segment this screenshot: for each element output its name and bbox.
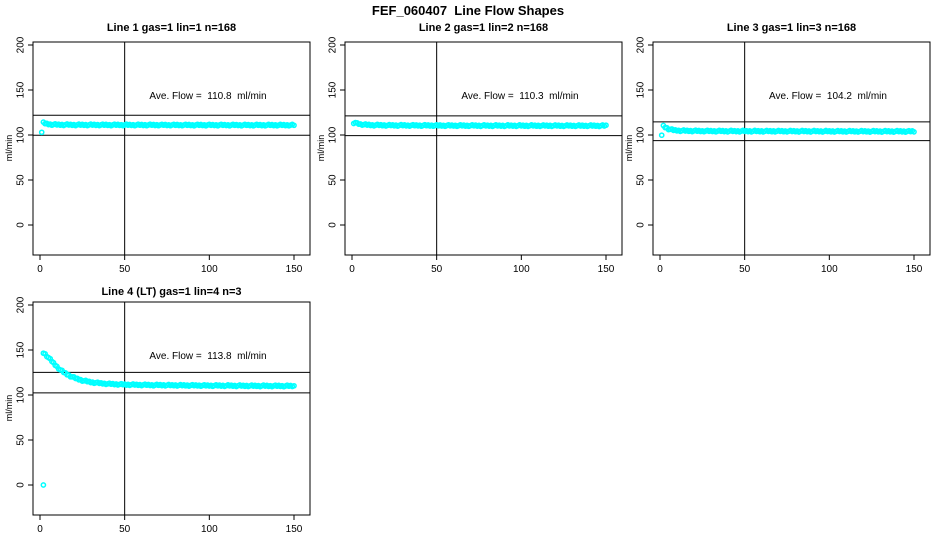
- plot-2: 0 50 100 150 0 50 100 150 200 Ave. Flow = 110.3 m…: [328, 36, 623, 275]
- y-tick-label: 100: [636, 126, 647, 143]
- x-tick-label: 50: [119, 264, 131, 275]
- x-tick-label: 100: [201, 524, 218, 535]
- x-axis-ticks: 0 50 100 150: [37, 515, 303, 535]
- plot-4: 0 50 100 150 0 50 100 150 200 Ave. Flow = 113.8 m…: [16, 296, 311, 535]
- x-tick-label: 100: [513, 264, 530, 275]
- x-axis-ticks: 0 50 100 150: [37, 255, 303, 275]
- x-tick-label: 100: [201, 264, 218, 275]
- data-points: [658, 122, 917, 139]
- plot-3: 0 50 100 150 0 50 100 150 200 Ave. Flow = 104.2 m…: [636, 36, 931, 275]
- y-tick-label: 50: [636, 174, 647, 186]
- data-point: [291, 122, 297, 129]
- subplot-1-title: Line 1 gas=1 lin=1 n=168: [106, 22, 237, 34]
- x-tick-label: 50: [739, 264, 751, 275]
- y-axis-ticks: 0 50 100 150 200: [16, 296, 33, 488]
- x-tick-label: 0: [37, 524, 43, 535]
- y-tick-label: 200: [636, 36, 647, 53]
- y-tick-label: 150: [328, 81, 339, 98]
- x-tick-label: 150: [598, 264, 615, 275]
- ave-flow-annotation: Ave. Flow = 110.8 ml/min: [149, 91, 266, 102]
- subplot-2-title: Line 2 gas=1 lin=2 n=168: [418, 22, 549, 34]
- x-tick-label: 150: [286, 264, 303, 275]
- y-tick-label: 200: [16, 36, 27, 53]
- y-tick-label: 0: [636, 222, 647, 228]
- x-axis-ticks: 0 50 100 150: [349, 255, 615, 275]
- x-tick-label: 150: [906, 264, 923, 275]
- x-tick-label: 50: [431, 264, 443, 275]
- ave-flow-annotation: Ave. Flow = 110.3 ml/min: [461, 91, 578, 102]
- plot-1: 0 50 100 150 0 50 100 150 200 Ave. Flow = 110.8 m…: [16, 36, 311, 275]
- data-points: [40, 350, 297, 488]
- plot-box: [32, 41, 311, 256]
- y-tick-label: 150: [16, 341, 27, 358]
- x-tick-label: 100: [821, 264, 838, 275]
- data-points: [38, 119, 297, 136]
- x-axis-ticks: 0 50 100 150: [657, 255, 923, 275]
- y-tick-label: 50: [16, 434, 27, 446]
- page-title: FEF_060407 Line Flow Shapes: [371, 3, 565, 18]
- y-tick-label: 100: [16, 386, 27, 403]
- y-tick-label: 200: [16, 296, 27, 313]
- subplot-4-title: Line 4 (LT) gas=1 lin=4 n=3: [101, 286, 242, 298]
- ave-flow-annotation: Ave. Flow = 104.2 ml/min: [769, 91, 887, 102]
- subplot-3-title: Line 3 gas=1 lin=3 n=168: [726, 22, 857, 34]
- plot-box: [32, 301, 311, 516]
- data-points: [350, 119, 609, 130]
- y-tick-label: 100: [16, 126, 27, 143]
- data-point: [911, 129, 917, 135]
- y-tick-label: 50: [16, 174, 27, 186]
- x-tick-label: 50: [119, 524, 131, 535]
- y-tick-label: 0: [16, 222, 27, 228]
- data-point: [291, 382, 297, 389]
- y-tick-label: 0: [328, 222, 339, 228]
- data-point: [38, 129, 45, 136]
- y-axis-ticks: 0 50 100 150 200: [16, 36, 33, 228]
- ave-flow-annotation: Ave. Flow = 113.8 ml/min: [149, 351, 266, 362]
- y-tick-label: 0: [16, 482, 27, 488]
- y-axis-ticks: 0 50 100 150 200: [328, 36, 345, 228]
- x-tick-label: 150: [286, 524, 303, 535]
- x-tick-label: 0: [657, 264, 663, 275]
- data-point: [603, 122, 609, 129]
- y-tick-label: 150: [16, 81, 27, 98]
- x-tick-label: 0: [349, 264, 355, 275]
- y-tick-label: 200: [328, 36, 339, 53]
- data-point: [658, 132, 665, 139]
- plot-box: [652, 41, 931, 256]
- y-axis-ticks: 0 50 100 150 200: [636, 36, 653, 228]
- y-tick-label: 100: [328, 126, 339, 143]
- plot-box: [344, 41, 623, 256]
- y-tick-label: 50: [328, 174, 339, 186]
- y-tick-label: 150: [636, 81, 647, 98]
- x-tick-label: 0: [37, 264, 43, 275]
- outlier-point: [40, 482, 47, 488]
